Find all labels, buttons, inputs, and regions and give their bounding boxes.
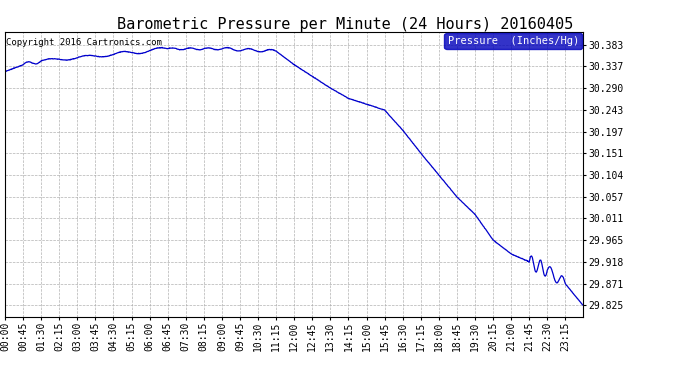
Text: Copyright 2016 Cartronics.com: Copyright 2016 Cartronics.com: [6, 38, 162, 47]
Legend: Pressure  (Inches/Hg): Pressure (Inches/Hg): [444, 33, 582, 49]
Text: Barometric Pressure per Minute (24 Hours) 20160405: Barometric Pressure per Minute (24 Hours…: [117, 17, 573, 32]
